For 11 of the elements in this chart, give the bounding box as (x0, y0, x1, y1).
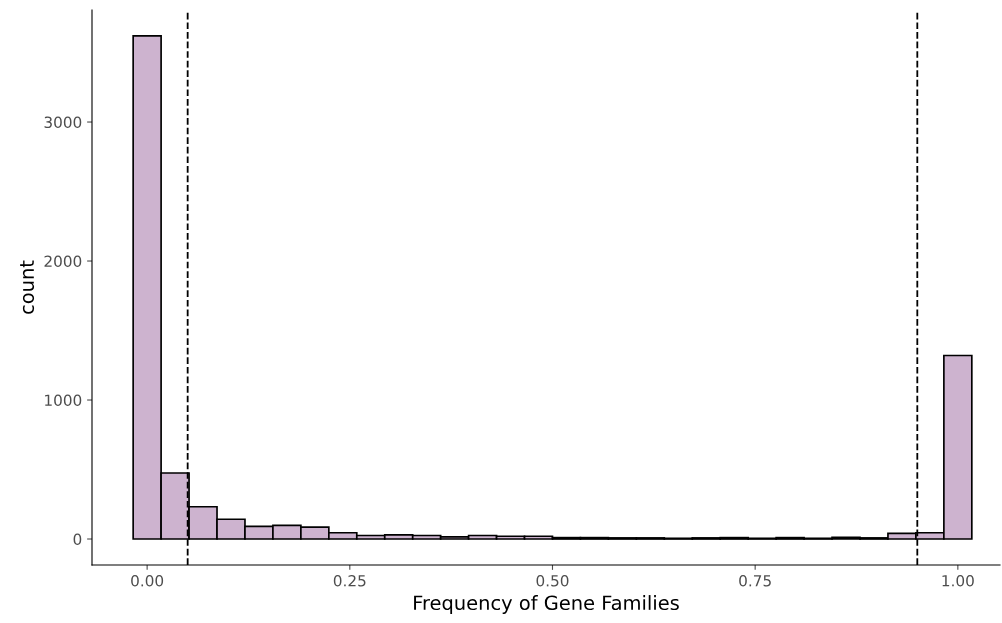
x-tick-label: 0.50 (536, 574, 569, 587)
y-tick-label: 2000 (44, 255, 82, 268)
x-tick-label: 0.00 (131, 574, 164, 587)
x-tick-label: 0.75 (739, 574, 771, 587)
x-tick-label: 1.00 (942, 574, 974, 587)
y-axis-title: count (20, 260, 35, 314)
x-tick-label: 0.25 (333, 574, 366, 587)
x-axis-title: Frequency of Gene Families (414, 595, 679, 614)
y-tick-label: 1000 (45, 394, 82, 407)
y-tick-label: 3000 (44, 116, 82, 129)
y-tick-label: 0 (73, 533, 82, 546)
